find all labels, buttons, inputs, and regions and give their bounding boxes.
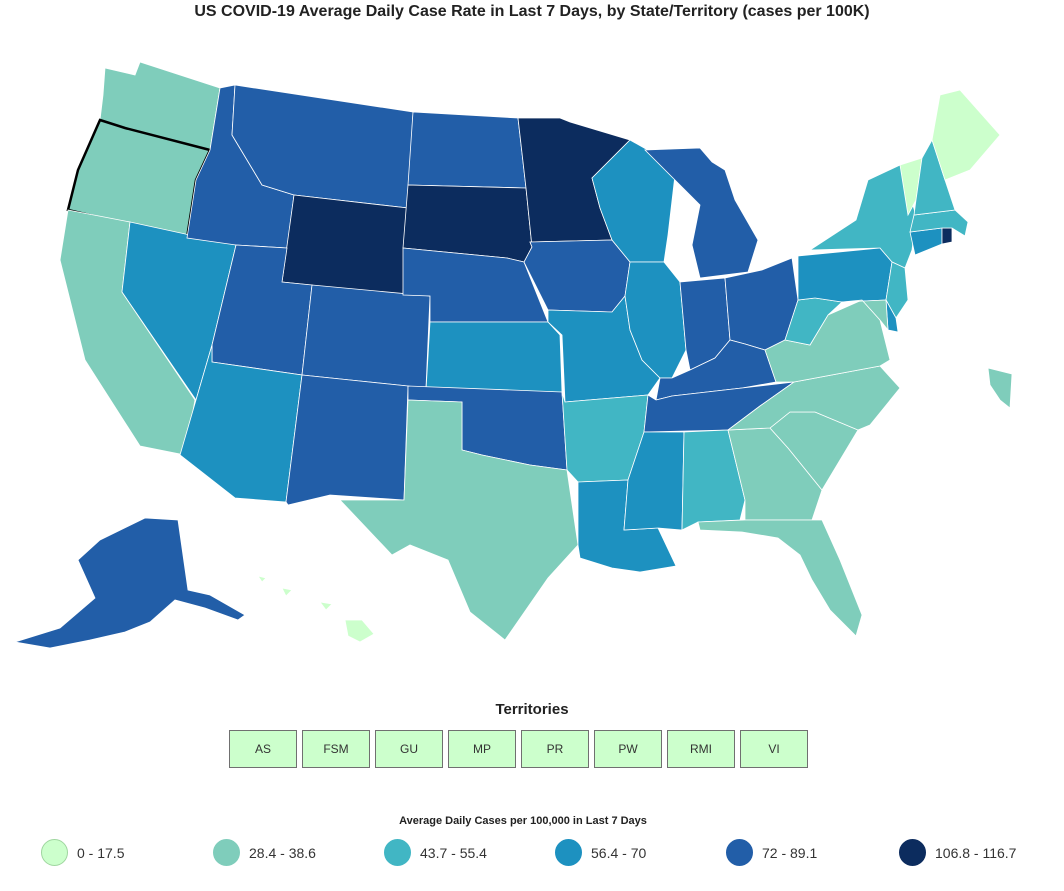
state-wi[interactable] bbox=[591, 139, 676, 263]
state-hi[interactable] bbox=[257, 575, 375, 643]
state-tx[interactable] bbox=[339, 399, 579, 641]
state-ks[interactable] bbox=[425, 321, 563, 393]
territory-button-fsm[interactable]: FSM bbox=[302, 730, 370, 768]
state-nj[interactable] bbox=[885, 261, 909, 319]
state-wy[interactable] bbox=[281, 194, 409, 296]
legend-item-bin-4[interactable]: 72 - 89.1 bbox=[726, 839, 817, 866]
territory-button-as[interactable]: AS bbox=[229, 730, 297, 768]
state-ma[interactable] bbox=[909, 209, 969, 237]
state-ri[interactable] bbox=[941, 227, 953, 245]
territories-row: AS FSM GU MP PR PW RMI VI bbox=[229, 730, 808, 768]
territory-button-vi[interactable]: VI bbox=[740, 730, 808, 768]
legend-label: 28.4 - 38.6 bbox=[249, 844, 316, 861]
legend-swatch bbox=[41, 839, 68, 866]
legend-swatch bbox=[726, 839, 753, 866]
us-choropleth-map bbox=[14, 61, 1013, 649]
state-co[interactable] bbox=[301, 284, 431, 389]
legend-item-bin-1[interactable]: 28.4 - 38.6 bbox=[213, 839, 316, 866]
map-title: US COVID-19 Average Daily Case Rate in L… bbox=[194, 3, 870, 20]
territory-button-pr[interactable]: PR bbox=[521, 730, 589, 768]
state-me[interactable] bbox=[931, 89, 1001, 181]
legend-swatch bbox=[384, 839, 411, 866]
state-pr[interactable] bbox=[987, 367, 1013, 409]
territory-button-mp[interactable]: MP bbox=[448, 730, 516, 768]
state-mi[interactable] bbox=[644, 147, 759, 279]
legend-swatch bbox=[555, 839, 582, 866]
territories-title: Territories bbox=[495, 701, 569, 718]
territory-button-gu[interactable]: GU bbox=[375, 730, 443, 768]
state-fl[interactable] bbox=[697, 519, 863, 637]
legend-label: 106.8 - 116.7 bbox=[935, 844, 1017, 861]
legend-item-bin-2[interactable]: 43.7 - 55.4 bbox=[384, 839, 487, 866]
state-ak[interactable] bbox=[14, 517, 246, 649]
state-pa[interactable] bbox=[797, 247, 893, 303]
state-nm[interactable] bbox=[285, 374, 409, 506]
state-nd[interactable] bbox=[407, 111, 527, 189]
territory-button-rmi[interactable]: RMI bbox=[667, 730, 735, 768]
legend-swatch bbox=[213, 839, 240, 866]
legend-label: 72 - 89.1 bbox=[762, 844, 818, 861]
legend-label: 0 - 17.5 bbox=[77, 844, 125, 861]
territory-button-pw[interactable]: PW bbox=[594, 730, 662, 768]
legend-swatch bbox=[899, 839, 926, 866]
legend-item-bin-3[interactable]: 56.4 - 70 bbox=[555, 839, 646, 866]
state-ct[interactable] bbox=[909, 227, 943, 256]
legend-title: Average Daily Cases per 100,000 in Last … bbox=[399, 815, 647, 827]
state-md[interactable] bbox=[841, 299, 889, 332]
legend-item-bin-5[interactable]: 106.8 - 116.7 bbox=[899, 839, 1016, 866]
legend-label: 56.4 - 70 bbox=[591, 844, 647, 861]
legend-item-bin-0[interactable]: 0 - 17.5 bbox=[41, 839, 124, 866]
legend-label: 43.7 - 55.4 bbox=[420, 844, 487, 861]
